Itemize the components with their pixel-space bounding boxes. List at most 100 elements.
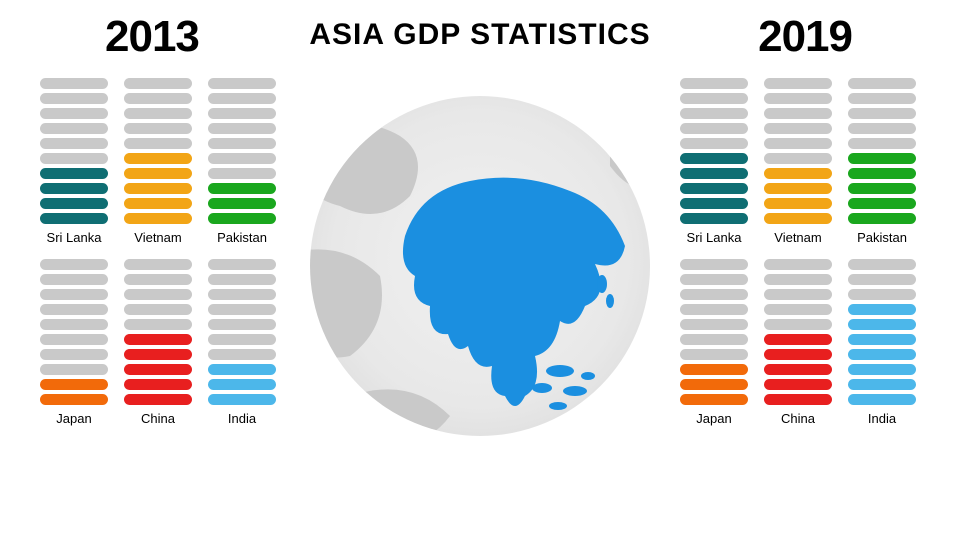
country-vietnam: Vietnam — [124, 78, 192, 245]
pill — [124, 259, 192, 270]
country-label: China — [141, 411, 175, 426]
pill — [124, 108, 192, 119]
pill — [208, 379, 276, 390]
country-india: India — [848, 259, 916, 426]
country-label: China — [781, 411, 815, 426]
pill — [208, 213, 276, 224]
country-india: India — [208, 259, 276, 426]
pill — [124, 334, 192, 345]
country-label: Pakistan — [217, 230, 267, 245]
country-label: India — [228, 411, 256, 426]
pill — [680, 334, 748, 345]
pill — [124, 138, 192, 149]
pill-stack — [680, 78, 748, 224]
pill — [680, 168, 748, 179]
pill — [680, 394, 748, 405]
pill — [680, 123, 748, 134]
pill — [40, 93, 108, 104]
pill — [208, 183, 276, 194]
pill — [208, 349, 276, 360]
pill — [764, 93, 832, 104]
globe — [310, 96, 650, 436]
pill — [680, 379, 748, 390]
pill — [124, 213, 192, 224]
pill — [680, 349, 748, 360]
pill-stack — [208, 78, 276, 224]
country-label: Vietnam — [774, 230, 821, 245]
panel-2013: Sri Lanka Vietnam Pakistan Japan China India — [40, 78, 280, 426]
pill — [208, 289, 276, 300]
asia-shape — [403, 178, 625, 410]
globe-svg — [310, 96, 650, 436]
pill-stack — [40, 78, 108, 224]
pill — [40, 364, 108, 375]
pill — [40, 213, 108, 224]
pill — [124, 319, 192, 330]
country-vietnam: Vietnam — [764, 78, 832, 245]
pill — [680, 108, 748, 119]
globe-bg — [310, 96, 650, 436]
country-japan: Japan — [40, 259, 108, 426]
pill — [764, 319, 832, 330]
country-china: China — [124, 259, 192, 426]
pill — [848, 78, 916, 89]
pill — [208, 138, 276, 149]
pill — [848, 289, 916, 300]
pill — [848, 274, 916, 285]
pill — [124, 93, 192, 104]
pill — [208, 93, 276, 104]
year-right-label: 2019 — [758, 12, 852, 62]
pill — [764, 213, 832, 224]
year-left-label: 2013 — [105, 12, 199, 62]
pill — [40, 168, 108, 179]
pill — [208, 198, 276, 209]
pill — [848, 93, 916, 104]
country-label: Vietnam — [134, 230, 181, 245]
pill — [848, 108, 916, 119]
pill-stack — [208, 259, 276, 405]
pill — [764, 289, 832, 300]
pill — [208, 394, 276, 405]
pill — [124, 183, 192, 194]
panel-2019: Sri LankaVietnamPakistanJapanChinaIndia — [680, 78, 920, 426]
country-label: India — [868, 411, 896, 426]
country-sri-lanka: Sri Lanka — [40, 78, 108, 245]
pill — [124, 123, 192, 134]
pill — [680, 289, 748, 300]
pill — [764, 394, 832, 405]
pill — [848, 138, 916, 149]
pill — [208, 168, 276, 179]
pill — [124, 153, 192, 164]
pill — [208, 153, 276, 164]
pill — [40, 334, 108, 345]
country-japan: Japan — [680, 259, 748, 426]
pill — [680, 364, 748, 375]
pill — [40, 394, 108, 405]
country-pakistan: Pakistan — [208, 78, 276, 245]
pill — [764, 364, 832, 375]
pill — [124, 304, 192, 315]
pill — [40, 289, 108, 300]
country-china: China — [764, 259, 832, 426]
pill — [848, 259, 916, 270]
pill — [124, 274, 192, 285]
pill — [764, 334, 832, 345]
pill — [40, 78, 108, 89]
pill — [208, 334, 276, 345]
pill — [764, 259, 832, 270]
pill — [764, 349, 832, 360]
pill — [764, 198, 832, 209]
pill-stack — [848, 259, 916, 405]
pill-stack — [764, 259, 832, 405]
pill — [848, 394, 916, 405]
pill — [40, 108, 108, 119]
pill — [40, 183, 108, 194]
pill — [40, 198, 108, 209]
pill — [764, 379, 832, 390]
pill — [680, 78, 748, 89]
pill — [764, 168, 832, 179]
pill — [764, 183, 832, 194]
pill — [848, 319, 916, 330]
pill — [124, 198, 192, 209]
pill — [848, 183, 916, 194]
